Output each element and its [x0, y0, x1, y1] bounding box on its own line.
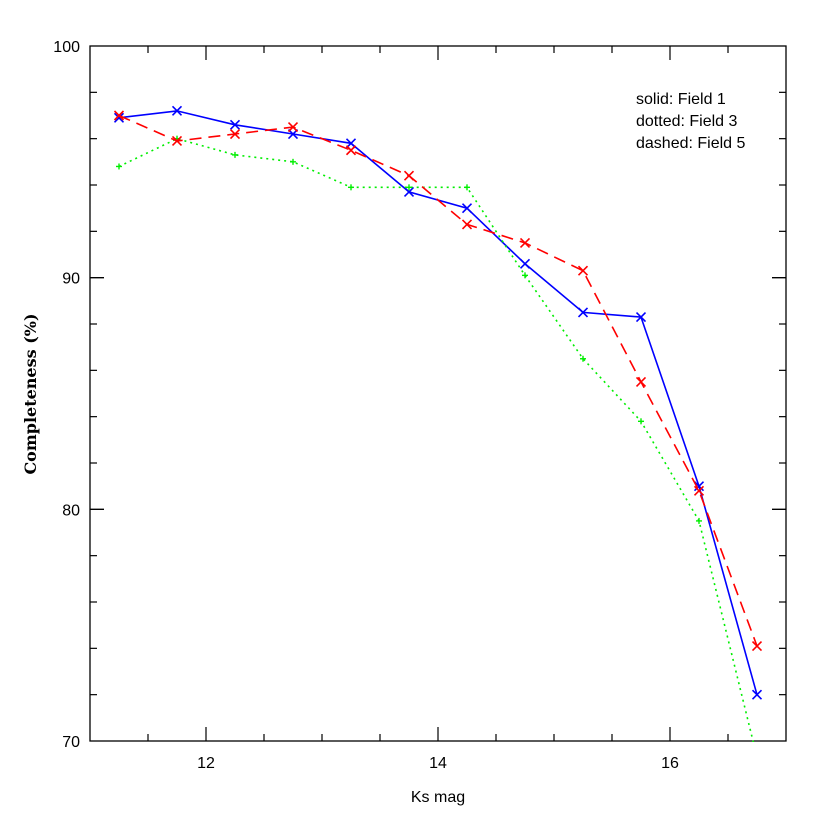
series-line-solid [118, 110, 758, 695]
series-line-dashed [118, 114, 758, 647]
y-tick-label: 80 [62, 502, 80, 519]
data-point [751, 689, 763, 700]
series-layer [113, 105, 763, 760]
data-point [754, 754, 760, 760]
data-point [577, 307, 589, 318]
data-point [232, 151, 238, 158]
y-tick-label: 70 [62, 734, 80, 751]
legend-entry-dashed: dashed: Field 5 [636, 135, 746, 152]
data-point [635, 376, 647, 387]
x-axis-title: Ks mag [411, 789, 465, 806]
data-point [461, 219, 473, 230]
data-point [461, 203, 473, 214]
data-point [638, 418, 644, 425]
data-point [229, 128, 241, 140]
data-point [348, 184, 354, 191]
data-point [696, 517, 702, 524]
data-point [522, 272, 528, 279]
data-point [406, 184, 412, 191]
data-point [580, 355, 586, 362]
x-tick-label: 12 [197, 755, 215, 772]
x-tick-label: 16 [661, 755, 679, 772]
data-point [519, 258, 531, 269]
data-point [635, 311, 647, 323]
data-point [290, 158, 296, 165]
axis-tick-labels: 12 14 16 70 80 90 100 [53, 39, 679, 772]
legend-entry-dotted: dotted: Field 3 [636, 113, 738, 130]
data-point [287, 122, 299, 133]
y-tick-label: 100 [53, 39, 80, 56]
series-dotted [116, 135, 760, 760]
data-point [403, 186, 415, 198]
series-line-dotted [118, 137, 755, 742]
data-point [693, 481, 705, 492]
data-point [113, 110, 125, 121]
y-tick-label: 90 [62, 271, 80, 288]
y-axis-title: Completeness (%) [21, 313, 40, 474]
data-point [693, 485, 705, 496]
legend-entry-solid: solid: Field 1 [636, 91, 726, 108]
data-point [519, 237, 531, 248]
data-point [113, 112, 125, 123]
data-point [464, 184, 470, 191]
data-point [171, 135, 183, 147]
x-tick-label: 14 [429, 755, 447, 772]
data-point [229, 119, 241, 130]
data-point [403, 170, 415, 181]
legend: solid: Field 1 dotted: Field 3 dashed: F… [636, 91, 746, 152]
data-point [345, 145, 357, 156]
data-point [751, 640, 763, 652]
data-point [171, 105, 183, 116]
data-point [577, 265, 589, 276]
series-dashed [113, 110, 763, 652]
series-solid [113, 105, 763, 700]
axis-ticks [90, 46, 786, 741]
data-point [116, 163, 122, 170]
